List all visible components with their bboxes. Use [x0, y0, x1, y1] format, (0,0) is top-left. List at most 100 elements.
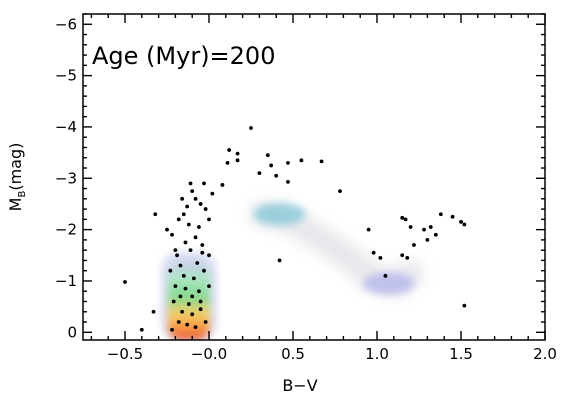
x-tick-label-0: −0.5 — [107, 345, 143, 363]
data-point-83 — [190, 294, 195, 299]
data-point-57 — [207, 253, 211, 258]
data-point-62 — [183, 286, 188, 291]
data-point-78 — [195, 261, 200, 265]
data-point-56 — [207, 217, 211, 222]
data-point-23 — [459, 220, 463, 224]
data-point-12 — [286, 179, 290, 184]
data-point-33 — [277, 258, 282, 263]
data-point-28 — [400, 253, 405, 258]
data-point-31 — [378, 255, 383, 260]
data-point-58 — [178, 263, 183, 268]
data-point-30 — [383, 273, 388, 278]
data-point-27 — [412, 243, 416, 247]
data-point-17 — [403, 217, 408, 222]
data-point-45 — [176, 217, 181, 222]
data-point-5 — [265, 153, 270, 158]
data-point-35 — [123, 280, 127, 284]
data-point-21 — [438, 212, 443, 217]
data-point-43 — [198, 202, 203, 206]
data-point-84 — [178, 294, 183, 299]
data-point-18 — [408, 225, 413, 229]
clump-density-0 — [253, 203, 306, 226]
data-point-73 — [170, 327, 174, 332]
data-point-77 — [188, 248, 193, 253]
data-point-44 — [181, 212, 186, 217]
density-contours — [160, 201, 424, 340]
data-point-20 — [428, 225, 433, 229]
data-point-79 — [180, 196, 185, 201]
data-point-63 — [197, 289, 201, 294]
y-axis-label-sub: B — [17, 191, 28, 198]
y-tick-label-0: 0 — [67, 323, 77, 341]
data-point-8 — [299, 158, 304, 163]
data-point-7 — [286, 160, 290, 165]
data-points — [123, 126, 467, 332]
y-tick-label-4: −4 — [55, 118, 77, 136]
data-point-53 — [193, 235, 198, 240]
data-point-66 — [186, 302, 191, 306]
data-point-55 — [183, 240, 188, 245]
data-point-80 — [185, 204, 190, 209]
data-point-22 — [450, 214, 455, 219]
data-point-14 — [338, 189, 342, 194]
data-point-74 — [203, 320, 208, 324]
data-point-32 — [371, 250, 376, 255]
data-point-0 — [249, 126, 253, 130]
data-point-61 — [173, 284, 178, 288]
data-point-49 — [202, 181, 206, 186]
y-axis-label-tail: (mag) — [6, 143, 25, 191]
data-point-36 — [151, 309, 156, 314]
y-tick-label-6: −6 — [55, 15, 77, 33]
data-point-1 — [227, 148, 232, 152]
data-point-60 — [191, 276, 196, 281]
data-point-81 — [200, 250, 205, 255]
data-point-24 — [462, 222, 467, 227]
data-point-9 — [319, 159, 324, 164]
y-tick-label-1: −1 — [55, 272, 77, 290]
data-point-39 — [170, 232, 174, 237]
data-point-15 — [366, 227, 371, 232]
data-point-3 — [225, 160, 230, 165]
data-point-51 — [188, 181, 193, 186]
data-point-48 — [203, 207, 208, 211]
data-point-41 — [190, 189, 195, 194]
data-point-40 — [173, 248, 178, 253]
data-point-47 — [197, 225, 201, 229]
y-tick-label-2: −2 — [55, 221, 77, 239]
data-point-65 — [171, 299, 176, 304]
data-point-46 — [186, 222, 191, 227]
data-point-69 — [198, 307, 203, 312]
plot-frame — [82, 13, 546, 341]
x-tick-label-4: 1.5 — [449, 345, 473, 363]
data-point-50 — [210, 191, 215, 196]
data-point-6 — [269, 163, 274, 168]
data-point-26 — [433, 232, 438, 237]
data-point-37 — [139, 327, 144, 332]
x-tick-label-3: 1.0 — [365, 345, 389, 363]
age-annotation: Age (Myr)=200 — [92, 42, 275, 70]
data-point-85 — [198, 299, 203, 304]
data-point-4 — [235, 158, 240, 163]
x-tick-label-5: 2.0 — [533, 345, 557, 363]
x-tick-label-2: 0.5 — [281, 345, 305, 363]
svg-text:MB(mag): MB(mag) — [6, 143, 28, 212]
data-point-25 — [425, 237, 430, 242]
data-point-76 — [175, 253, 179, 258]
data-point-64 — [207, 284, 211, 288]
data-point-54 — [200, 243, 205, 247]
data-point-75 — [181, 273, 186, 278]
data-point-68 — [190, 312, 195, 317]
data-point-16 — [400, 215, 405, 220]
y-tick-label-3: −3 — [55, 169, 77, 187]
x-tick-label-1: −0.0 — [191, 345, 227, 363]
data-point-70 — [176, 320, 181, 324]
data-point-82 — [168, 268, 173, 273]
data-point-13 — [220, 183, 225, 187]
data-point-29 — [405, 255, 410, 260]
data-point-42 — [193, 196, 198, 201]
data-point-11 — [274, 173, 279, 178]
x-axis-label: B−V — [282, 376, 317, 395]
data-point-19 — [422, 227, 426, 232]
data-point-72 — [193, 325, 198, 330]
